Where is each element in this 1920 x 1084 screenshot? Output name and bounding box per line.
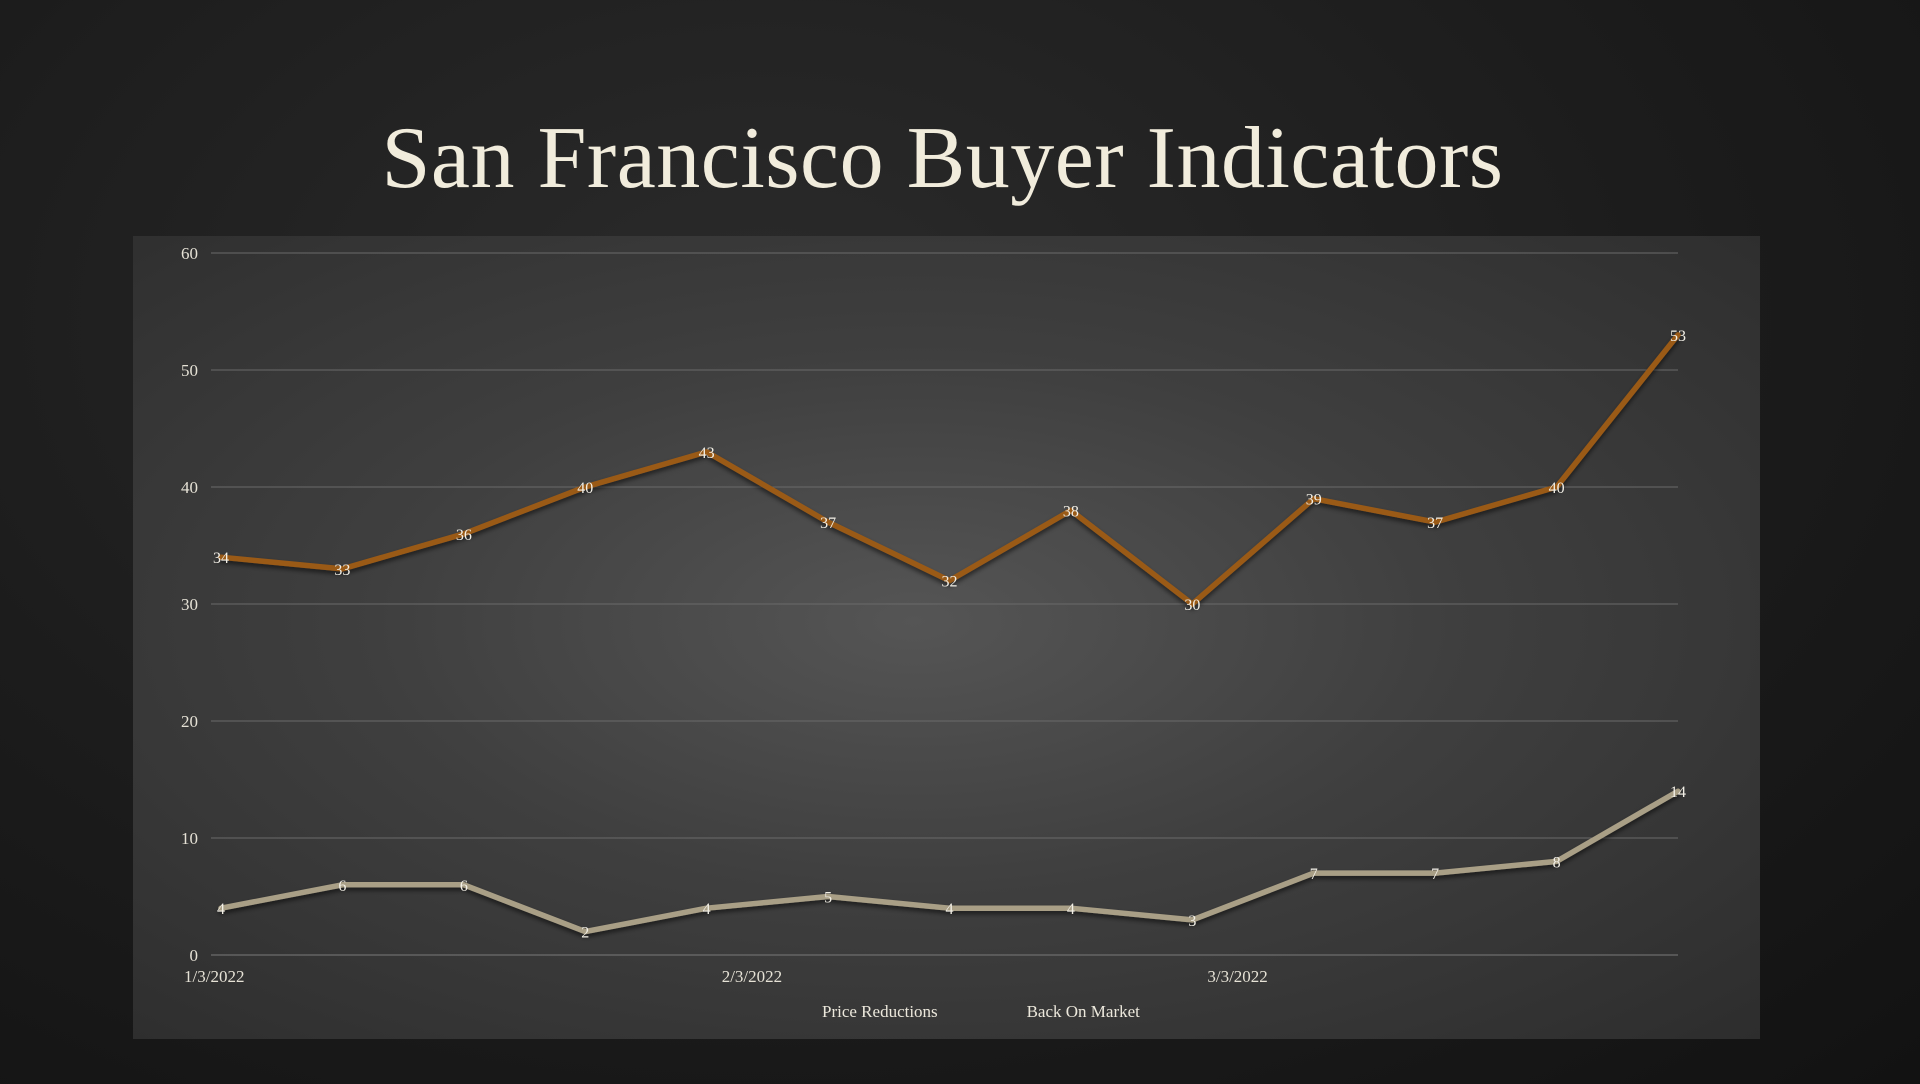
data-label: 4 <box>1067 901 1075 918</box>
data-label: 38 <box>1063 503 1079 520</box>
y-tick-label: 60 <box>181 244 198 263</box>
chart-panel: 0 10 20 30 40 50 60 1/3/2022 2/3/2022 3/3/2022 3… <box>133 236 1760 1039</box>
y-tick-label: 50 <box>181 361 198 380</box>
slide-title: San Francisco Buyer Indicators <box>381 110 1504 207</box>
data-label: 3 <box>1188 913 1196 930</box>
y-tick-label: 30 <box>181 595 198 614</box>
y-axis: 0 10 20 30 40 50 60 <box>181 244 198 965</box>
data-label: 4 <box>703 901 711 918</box>
data-label: 4 <box>946 901 954 918</box>
data-label: 36 <box>456 527 472 544</box>
legend-label: Back On Market <box>1027 1002 1141 1021</box>
legend: Price Reductions Back On Market <box>776 1002 1141 1021</box>
y-tick-label: 0 <box>190 946 199 965</box>
data-label: 40 <box>577 480 593 497</box>
data-label: 6 <box>338 878 346 895</box>
line-chart: 0 10 20 30 40 50 60 1/3/2022 2/3/2022 3/3/2022 3… <box>181 244 1686 1021</box>
x-tick-label: 1/3/2022 <box>184 967 244 986</box>
data-label: 7 <box>1431 866 1439 883</box>
data-label: 2 <box>581 925 589 942</box>
data-label: 5 <box>824 890 832 907</box>
data-label: 7 <box>1310 866 1318 883</box>
y-tick-label: 10 <box>181 829 198 848</box>
series-lines <box>218 332 1681 935</box>
x-tick-label: 3/3/2022 <box>1207 967 1267 986</box>
data-label: 37 <box>1427 515 1443 532</box>
data-label: 37 <box>820 515 836 532</box>
gridlines <box>211 252 1678 956</box>
data-label: 14 <box>1670 784 1686 801</box>
y-tick-label: 40 <box>181 478 198 497</box>
x-axis: 1/3/2022 2/3/2022 3/3/2022 <box>184 967 1268 986</box>
data-label: 4 <box>217 901 225 918</box>
legend-label: Price Reductions <box>822 1002 938 1021</box>
data-label: 39 <box>1306 492 1322 509</box>
x-tick-label: 2/3/2022 <box>722 967 782 986</box>
data-label: 43 <box>699 445 715 462</box>
data-label: 34 <box>213 550 229 567</box>
data-label: 40 <box>1549 480 1565 497</box>
data-label: 8 <box>1553 854 1561 871</box>
y-tick-label: 20 <box>181 712 198 731</box>
data-label: 53 <box>1670 328 1686 345</box>
series-line-1 <box>218 788 1681 935</box>
data-label: 33 <box>334 562 350 579</box>
data-label: 6 <box>460 878 468 895</box>
series-line-0 <box>218 332 1681 607</box>
data-label: 32 <box>942 574 958 591</box>
data-label: 30 <box>1184 597 1200 614</box>
